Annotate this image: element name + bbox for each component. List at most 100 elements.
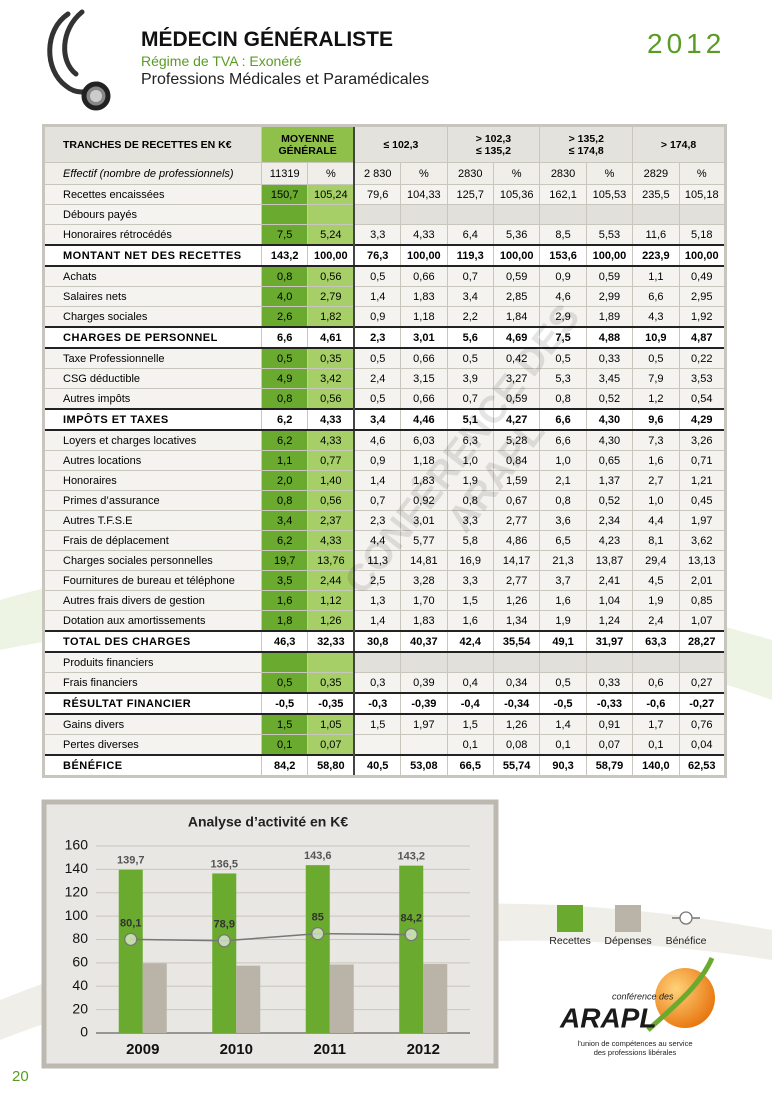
cell: 6,2 [260,429,309,451]
row-label: Autres locations [43,450,262,471]
cell: 0,9 [539,265,587,287]
cell: 162,1 [539,184,587,205]
bar [329,964,354,1033]
cell: 1,2 [632,388,680,410]
header-cell: > 174,8 [632,125,726,163]
cell: 0,8 [260,265,309,287]
cell: 5,18 [678,224,726,246]
table-row: RÉSULTAT FINANCIER -0,5 -0,35 -0,3 -0,39 -0,4… [43,692,726,715]
cell: 40,37 [400,630,448,653]
cell: 1,05 [307,713,355,735]
cell: 6,6 [539,408,587,431]
cell [632,651,680,673]
cell: 76,3 [353,244,402,267]
cell: 1,83 [400,470,448,491]
row-label: Pertes diverses [43,734,262,756]
cell: 153,6 [539,244,587,267]
cell: 2,3 [353,510,402,531]
cell: 79,6 [353,184,402,205]
cell: 0,52 [585,388,634,410]
cell: 2,4 [632,610,680,632]
cell: 6,2 [260,530,309,551]
y-tick-label: 120 [65,883,89,899]
cell: 42,4 [446,630,494,653]
cell: 6,6 [260,326,309,349]
table-row: Frais de déplacement 6,2 4,33 4,4 5,77 5,8 4,8… [43,530,726,551]
cell: 2,77 [492,510,541,531]
table-row: Autres frais divers de gestion 1,6 1,12 1,3… [43,590,726,611]
cell: -0,33 [585,692,634,715]
cell: 100,00 [585,244,634,267]
cell: 1,5 [446,713,494,735]
cell: 0,22 [678,347,726,369]
cell: 3,6 [539,510,587,531]
cell [307,204,355,225]
header-line: ≤ 135,2 [475,144,511,157]
row-label: MONTANT NET DES RECETTES [43,244,262,267]
cell: 0,35 [307,672,355,694]
row-label: Débours payés [43,204,262,225]
stethoscope-icon [47,9,111,111]
cell: 1,07 [678,610,726,632]
bar [399,865,424,1033]
cell: 1,34 [492,610,541,632]
header-row: TRANCHES DE RECETTES EN K€ MOYENNE GÉNÉRAL… [43,125,726,163]
cell [539,204,587,225]
data-label: 143,2 [397,851,425,863]
row-label: Autres impôts [43,388,262,410]
cell: 1,83 [400,610,448,632]
cell: 223,9 [632,244,680,267]
cell: 7,9 [632,368,680,389]
cell [353,734,402,756]
cell [492,204,541,225]
cell: -0,6 [632,692,680,715]
chart: Analyse d’activité en K€ conférence des … [41,799,715,1069]
legend-swatch [557,905,583,932]
bar [212,873,237,1033]
header-cell: > 135,2 ≤ 174,8 [539,125,634,163]
cell: -0,34 [492,692,541,715]
cell: 0,42 [492,347,541,369]
cell: 2,37 [307,510,355,531]
cell: 4,87 [678,326,726,349]
data-label: 139,7 [117,855,145,867]
row-label: Dotation aux amortissements [43,610,262,632]
table-row: Taxe Professionnelle 0,5 0,35 0,5 0,66 0,5 0,4… [43,347,726,369]
cell: 0,49 [678,265,726,287]
cell: 3,01 [400,326,448,349]
cell: 5,1 [446,408,494,431]
cell: 0,5 [260,347,309,369]
cell: 21,3 [539,550,587,571]
logo-top: conférence des [612,991,674,1001]
row-label: Loyers et charges locatives [43,429,262,451]
cell: 8,1 [632,530,680,551]
cell: % [678,162,726,185]
data-label: 143,6 [304,850,332,862]
cell: 3,3 [446,570,494,591]
bar [118,869,143,1033]
data-label: 78,9 [214,919,235,931]
cell: 5,24 [307,224,355,246]
cell [585,651,634,673]
data-label: 136,5 [210,858,238,870]
cell [678,204,726,225]
subtitle: Régime de TVA : Exonéré [141,53,302,69]
year: 2012 [647,28,726,59]
cell: 0,08 [492,734,541,756]
cell: 4,30 [585,408,634,431]
cell: 6,03 [400,429,448,451]
cell: 0,7 [353,490,402,511]
cell: 2,41 [585,570,634,591]
cell: 2,5 [353,570,402,591]
cell: 100,00 [400,244,448,267]
point [311,927,325,941]
cell: 2,9 [539,306,587,328]
cell [353,651,402,673]
row-label: Charges sociales personnelles [43,550,262,571]
cell: 58,80 [307,754,355,778]
data-label: 80,1 [120,917,141,929]
header-line: ≤ 174,8 [568,144,604,157]
cell: -0,27 [678,692,726,715]
logo-tagline: l’union de compétences au service [577,1039,692,1048]
row-label: RÉSULTAT FINANCIER [43,692,262,715]
